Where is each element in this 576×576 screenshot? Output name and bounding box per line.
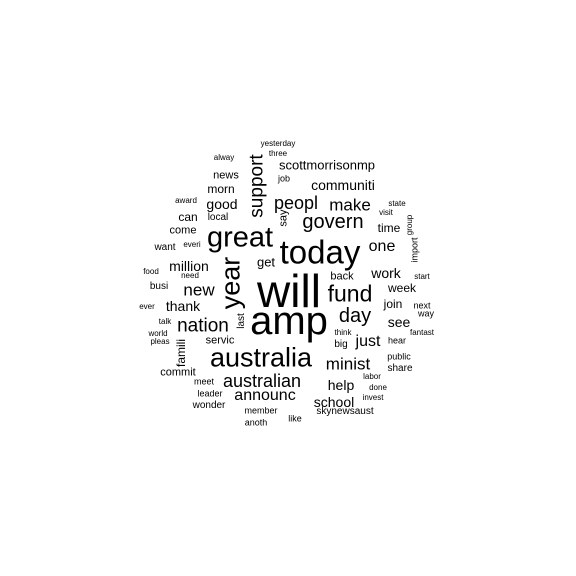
word-peopl: peopl <box>273 193 319 213</box>
word-talk: talk <box>158 317 172 326</box>
word-join: join <box>383 297 403 311</box>
word-everi: everi <box>183 240 201 249</box>
word-week: week <box>387 281 417 295</box>
word-thank: thank <box>165 298 201 314</box>
word-back: back <box>330 270 354 283</box>
word-minist: minist <box>325 354 371 374</box>
word-member: member <box>244 405 278 416</box>
word-visit: visit <box>379 208 393 217</box>
word-today: today <box>279 233 361 271</box>
word-morn: morn <box>207 182 235 196</box>
word-get: get <box>256 254 276 270</box>
word-meet: meet <box>193 376 215 387</box>
word-one: one <box>368 238 396 255</box>
word-anoth: anoth <box>244 417 268 428</box>
word-done: done <box>369 383 387 392</box>
word-state: state <box>388 199 406 208</box>
word-think: think <box>334 328 352 337</box>
word-see: see <box>387 314 411 330</box>
word-great: great <box>206 221 274 254</box>
word-australian: australian <box>222 371 302 391</box>
word-fantast: fantast <box>409 328 435 337</box>
word-amp: amp <box>250 299 328 343</box>
word-want: want <box>154 242 176 253</box>
word-year: year <box>215 256 246 310</box>
word-way: way <box>417 308 435 319</box>
word-new: new <box>183 280 215 300</box>
word-share: share <box>387 363 413 374</box>
word-food: food <box>143 267 159 276</box>
word-local: local <box>207 212 229 223</box>
word-three: three <box>268 149 288 158</box>
word-invest: invest <box>362 393 384 402</box>
word-skynewsaust: skynewsaust <box>316 406 374 417</box>
word-good: good <box>206 196 238 212</box>
word-time: time <box>377 221 401 235</box>
word-govern: govern <box>302 211 364 233</box>
word-come: come <box>169 224 197 237</box>
word-wonder: wonder <box>192 400 226 411</box>
word-award: award <box>175 196 197 205</box>
word-announc: announc <box>234 387 296 404</box>
word-commit: commit <box>160 366 196 379</box>
word-australia: australia <box>209 342 313 373</box>
word-start: start <box>414 272 430 281</box>
word-help: help <box>327 377 355 393</box>
word-labor: labor <box>363 372 381 381</box>
word-next: next <box>413 300 431 311</box>
word-alway: alway <box>213 153 235 162</box>
word-support: support <box>246 154 268 218</box>
word-world: world <box>148 329 168 338</box>
word-million: million <box>169 258 209 274</box>
word-pleas: pleas <box>150 337 170 346</box>
word-busi: busi <box>149 281 169 292</box>
word-news: news <box>213 169 239 182</box>
word-school: school <box>313 394 355 410</box>
word-like: like <box>288 413 302 424</box>
word-communiti: communiti <box>311 177 375 193</box>
word-nation: nation <box>177 315 229 337</box>
word-work: work <box>371 265 401 281</box>
word-say: say <box>277 209 290 227</box>
word-servic: servic <box>205 334 235 347</box>
word-job: job <box>277 173 291 184</box>
word-just: just <box>355 333 381 350</box>
word-will: will <box>257 265 321 317</box>
word-hear: hear <box>387 335 407 346</box>
word-scottmorrisonmp: scottmorrisonmp <box>278 157 376 173</box>
word-group: group <box>405 214 414 236</box>
word-can: can <box>178 210 198 224</box>
word-need: need <box>181 271 199 280</box>
word-famili: famili <box>174 338 188 368</box>
word-fund: fund <box>327 280 373 307</box>
word-big: big <box>334 339 348 350</box>
word-import: import <box>409 237 420 263</box>
word-ever: ever <box>139 302 155 311</box>
word-leader: leader <box>197 388 223 399</box>
word-last: last <box>236 313 247 329</box>
word-day: day <box>338 305 372 327</box>
word-yesterday: yesterday <box>260 139 296 148</box>
word-public: public <box>387 351 411 362</box>
word-make: make <box>329 195 371 215</box>
